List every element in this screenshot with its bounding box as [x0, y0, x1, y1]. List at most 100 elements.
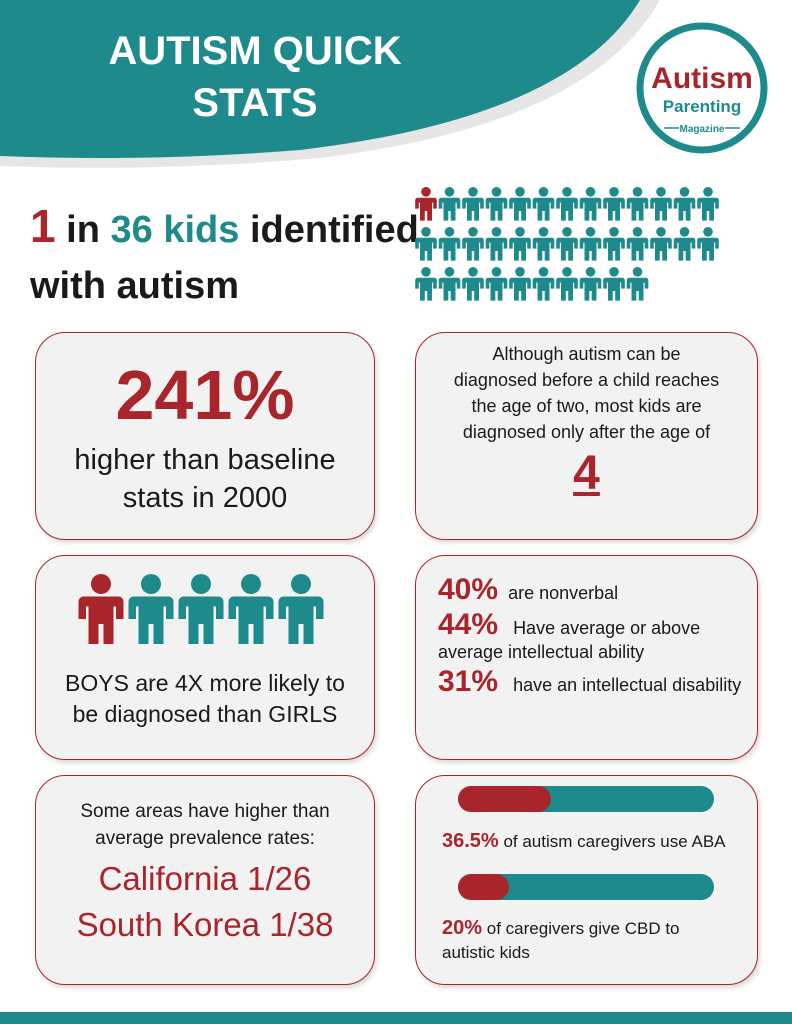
icon-grid [415, 187, 719, 301]
stat: 36.5% [442, 830, 499, 852]
places: California 1/26 South Korea 1/38 [36, 856, 374, 948]
stat: 31% [438, 665, 499, 698]
person-icon [128, 574, 174, 644]
logo-text: Autism [651, 62, 753, 95]
line: average intellectual ability [438, 642, 645, 662]
line: Have average or above [513, 618, 701, 638]
person-icon [228, 574, 274, 644]
headline-text: kids [163, 209, 240, 251]
person-icon [673, 227, 696, 261]
stat: 4 [573, 447, 600, 500]
line: be diagnosed than GIRLS [72, 701, 338, 727]
person-icon [438, 187, 461, 221]
card: Although autism can be diagnosed before a… [415, 332, 758, 540]
line: diagnosed only after the age of [462, 422, 711, 442]
card-text: Some areas have higher than average preva… [36, 798, 374, 852]
person-icon [556, 227, 578, 261]
person-icon [438, 267, 461, 301]
person-icon [603, 187, 625, 221]
line: Some areas have higher than [80, 801, 330, 822]
person-icon [556, 187, 578, 221]
headline-text: in [66, 209, 100, 251]
person-icon [462, 227, 484, 261]
headline-text: with autism [30, 265, 240, 307]
logo-text: Parenting [663, 97, 741, 116]
place: California 1/26 [98, 860, 312, 897]
progress-bar [458, 786, 552, 812]
card-text: higher than baseline stats in 2000 [36, 441, 374, 517]
line: autistic kids [442, 943, 530, 962]
person-icon [462, 187, 484, 221]
progress-track [458, 874, 714, 900]
person-icon [415, 187, 437, 221]
person-icon [278, 574, 324, 644]
card-text: Although autism can be diagnosed before a… [416, 341, 757, 445]
headline: 1 in 36 kids identified with autism [30, 198, 419, 314]
person-icon [579, 187, 602, 221]
stat: 241% [115, 356, 295, 434]
line: diagnosed before a child reaches [453, 370, 720, 390]
line: average prevalence rates: [95, 828, 315, 849]
person-icon [603, 227, 625, 261]
person-icon [485, 227, 508, 261]
card-text: 40% are nonverbal 44% Have average or ab… [416, 556, 757, 697]
line: Although autism can be [492, 344, 681, 364]
person-icon [532, 227, 555, 261]
person-icon [579, 267, 602, 301]
icon-row [78, 574, 324, 644]
person-icon [532, 267, 555, 301]
card-text: BOYS are 4X more likely to be diagnosed t… [36, 668, 374, 730]
person-icon [626, 187, 649, 221]
person-icon [626, 227, 649, 261]
line: are nonverbal [508, 583, 619, 603]
line: have an intellectual disability [513, 675, 742, 695]
card: Some areas have higher than average preva… [35, 775, 375, 985]
person-icon [78, 574, 124, 644]
stat: 44% [438, 608, 499, 641]
line: the age of two, most kids are [471, 396, 702, 416]
person-icon [485, 267, 508, 301]
card: 40% are nonverbal 44% Have average or ab… [415, 555, 758, 760]
person-icon [697, 187, 719, 221]
person-icon [438, 227, 461, 261]
line: stats in 2000 [122, 482, 288, 514]
person-icon [509, 227, 531, 261]
person-icon [556, 267, 578, 301]
caption: 36.5% of autism caregivers use ABA [442, 830, 726, 853]
stat: 40% [438, 573, 499, 606]
line: BOYS are 4X more likely to [65, 670, 345, 696]
person-icon [673, 187, 696, 221]
logo-text: Magazine [679, 124, 724, 135]
place: South Korea 1/38 [76, 906, 334, 943]
person-icon [178, 574, 224, 644]
person-icon [485, 187, 508, 221]
person-icon [415, 227, 437, 261]
person-icon [415, 267, 437, 301]
title: AUTISM QUICK [108, 29, 401, 73]
person-icon [462, 267, 484, 301]
header-band [0, 0, 640, 158]
card: 241% higher than baseline stats in 2000 [35, 332, 375, 540]
person-icon [697, 227, 719, 261]
person-icon [626, 267, 649, 301]
progress-bar [458, 874, 510, 900]
card: BOYS are 4X more likely to be diagnosed t… [35, 555, 375, 760]
headline-number: 36 [110, 209, 153, 251]
person-icon [650, 227, 672, 261]
stat: 20% [442, 917, 483, 939]
person-icon [579, 227, 602, 261]
logo-ring [636, 22, 768, 154]
person-icon [532, 187, 555, 221]
headline-text: identified [249, 209, 419, 251]
person-icon [603, 267, 625, 301]
line: of caregivers give CBD to [486, 919, 680, 938]
title: STATS [192, 81, 317, 125]
person-icon [509, 267, 531, 301]
header-art: AUTISM QUICK STATS Autism Parenting Maga… [0, 0, 768, 168]
line: higher than baseline [74, 444, 336, 476]
person-icon [509, 187, 531, 221]
person-icon [650, 187, 672, 221]
caption: 20% of caregivers give CBD to autistic ki… [442, 916, 680, 965]
headline-number: 1 [30, 200, 56, 252]
